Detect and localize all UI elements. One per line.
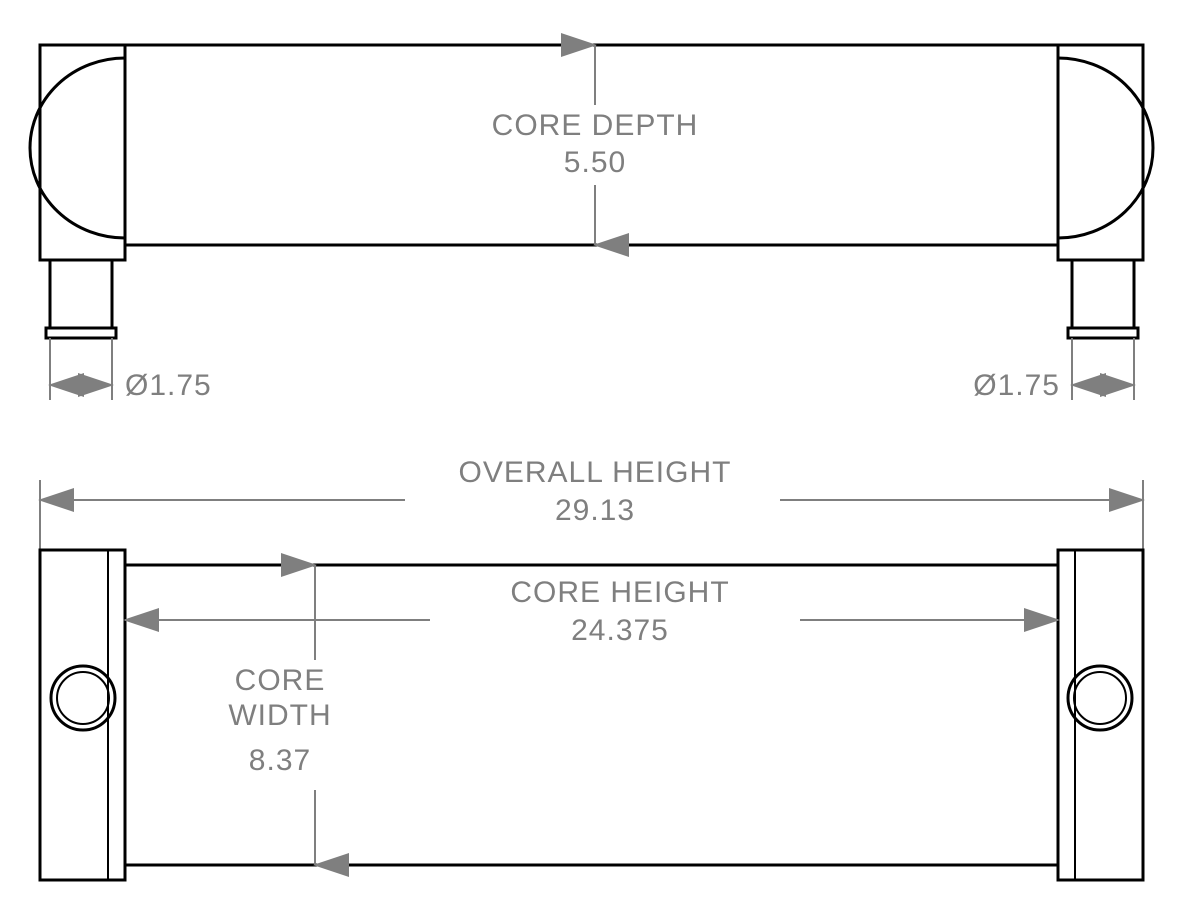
dim-core-depth: CORE DEPTH 5.50 [492, 45, 699, 245]
overall-height-value: 29.13 [555, 494, 635, 527]
core-width-label-1: CORE [235, 664, 326, 697]
dim-diameter-left: Ø1.75 [50, 338, 212, 402]
diameter-right-label: Ø1.75 [973, 369, 1060, 402]
core-depth-value: 5.50 [564, 146, 626, 179]
engineering-drawing: CORE DEPTH 5.50 Ø1.75 Ø1.75 OVERALL HEIG… [0, 0, 1188, 923]
dim-core-width: CORE WIDTH 8.37 [228, 565, 331, 865]
core-height-label: CORE HEIGHT [510, 576, 729, 609]
core-width-value: 8.37 [249, 744, 311, 777]
dim-core-height: CORE HEIGHT 24.375 [125, 576, 1058, 647]
top-view [30, 45, 1153, 338]
overall-height-label: OVERALL HEIGHT [459, 456, 732, 489]
core-height-value: 24.375 [571, 614, 669, 647]
diameter-left-label: Ø1.75 [125, 369, 212, 402]
core-depth-label: CORE DEPTH [492, 109, 699, 142]
dim-overall-height: OVERALL HEIGHT 29.13 [40, 456, 1143, 555]
core-width-label-2: WIDTH [228, 699, 331, 732]
dim-diameter-right: Ø1.75 [973, 338, 1134, 402]
